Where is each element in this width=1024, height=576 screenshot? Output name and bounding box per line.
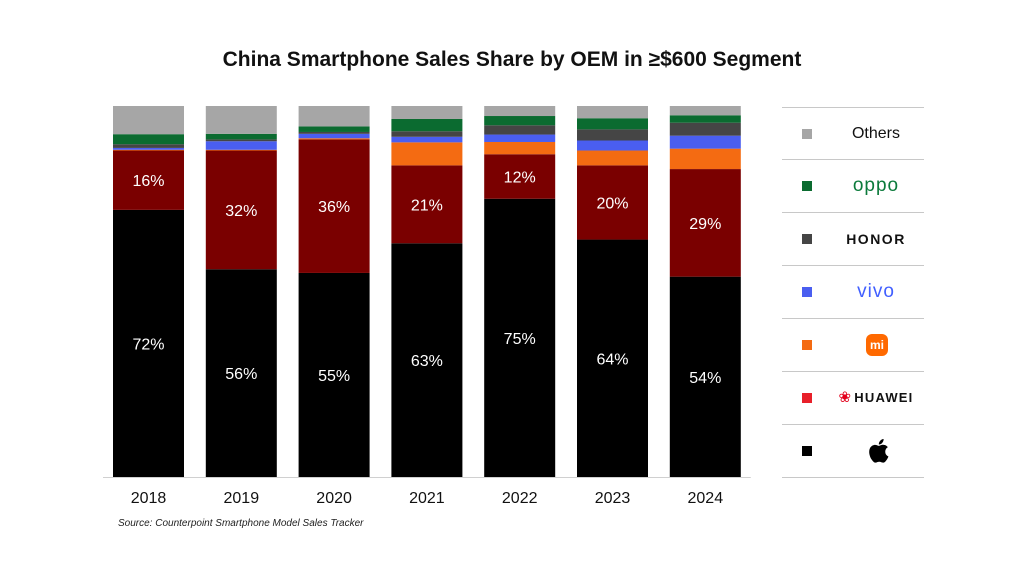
legend-swatch-xiaomi	[802, 340, 812, 350]
bar-segment-huawei-2019	[205, 150, 277, 270]
legend-swatch-apple	[802, 446, 812, 456]
apple-logo-icon	[869, 438, 889, 463]
bar-segment-xiaomi-2024	[669, 148, 741, 170]
huawei-logo: ❀ HUAWEI	[828, 372, 924, 424]
xiaomi-logo: mi	[866, 334, 888, 356]
bar-segment-apple-2024	[669, 276, 741, 477]
bar-segment-honor-2024	[669, 122, 741, 136]
bar-segment-others-2024	[669, 106, 741, 116]
legend-swatch-vivo	[802, 287, 812, 297]
x-tick-label-2018: 2018	[131, 490, 167, 507]
x-tick-label-2022: 2022	[502, 490, 538, 507]
data-label-huawei-2019: 32%	[225, 203, 257, 220]
bar-segment-vivo-2019	[205, 141, 277, 150]
bar-segment-huawei-2021	[391, 165, 463, 244]
bar-segment-apple-2020	[298, 272, 370, 477]
bar-segment-xiaomi-2018	[113, 149, 184, 151]
legend-item-oppo: oppo	[782, 160, 924, 213]
bar-segment-oppo-2020	[298, 126, 370, 132]
bar-segment-vivo-2020	[298, 133, 370, 139]
data-label-huawei-2020: 36%	[318, 199, 350, 216]
legend-item-huawei: ❀ HUAWEI	[782, 372, 924, 425]
bar-segment-apple-2021	[391, 243, 463, 477]
bar-segment-xiaomi-2020	[298, 138, 370, 140]
data-label-apple-2022: 75%	[504, 331, 536, 348]
legend-item-apple	[782, 425, 924, 478]
x-tick-label-2019: 2019	[224, 490, 260, 507]
bar-segment-xiaomi-2022	[484, 141, 556, 155]
bar-segment-huawei-2020	[298, 139, 370, 273]
data-label-huawei-2022: 12%	[504, 169, 536, 186]
bar-segment-oppo-2018	[113, 134, 184, 145]
bar-segment-xiaomi-2023	[577, 150, 648, 166]
legend: Others oppo HONOR vivo mi ❀ HUAWEI	[782, 107, 924, 478]
oppo-logo: oppo	[852, 175, 900, 196]
data-label-apple-2020: 55%	[318, 368, 350, 385]
legend-swatch-others	[802, 129, 812, 139]
legend-swatch-oppo	[802, 181, 812, 191]
data-label-huawei-2018: 16%	[132, 173, 164, 190]
bar-segment-vivo-2023	[577, 140, 648, 151]
bar-segment-others-2018	[113, 106, 184, 135]
data-label-apple-2024: 54%	[689, 370, 721, 387]
bar-segment-others-2020	[298, 106, 370, 127]
legend-swatch-huawei	[802, 393, 812, 403]
bar-segment-oppo-2021	[391, 118, 463, 132]
legend-item-others: Others	[782, 107, 924, 160]
data-label-apple-2021: 63%	[411, 353, 443, 370]
chart-title: China Smartphone Sales Share by OEM in ≥…	[222, 48, 802, 71]
x-tick-label-2023: 2023	[595, 490, 631, 507]
bar-segment-others-2021	[391, 106, 463, 119]
data-label-huawei-2024: 29%	[689, 216, 721, 233]
bar-segment-oppo-2019	[205, 133, 277, 140]
bar-segment-oppo-2022	[484, 116, 556, 126]
data-label-apple-2019: 56%	[225, 366, 257, 383]
bar-segment-vivo-2022	[484, 134, 556, 142]
legend-item-honor: HONOR	[782, 213, 924, 266]
bar-segment-huawei-2018	[113, 150, 184, 210]
data-label-huawei-2023: 20%	[596, 195, 628, 212]
data-label-apple-2018: 72%	[132, 336, 164, 353]
x-tick-label-2024: 2024	[688, 490, 724, 507]
x-tick-label-2020: 2020	[316, 490, 352, 507]
bar-segment-apple-2023	[577, 239, 648, 477]
vivo-logo: vivo	[857, 281, 895, 302]
bar-segment-huawei-2023	[577, 165, 648, 240]
bar-segment-honor-2020	[298, 131, 370, 134]
bar-segment-apple-2022	[484, 198, 556, 477]
bar-segment-xiaomi-2021	[391, 142, 463, 166]
bar-segment-xiaomi-2019	[205, 149, 277, 151]
bar-segment-honor-2022	[484, 125, 556, 135]
bar-segment-honor-2023	[577, 129, 648, 141]
legend-item-xiaomi: mi	[782, 319, 924, 372]
bar-segment-oppo-2024	[669, 115, 741, 123]
bar-segment-apple-2019	[205, 269, 277, 477]
bar-segment-vivo-2018	[113, 147, 184, 150]
bar-segment-honor-2021	[391, 131, 463, 137]
legend-item-vivo: vivo	[782, 266, 924, 319]
bar-segment-huawei-2024	[669, 169, 741, 277]
legend-swatch-honor	[802, 234, 812, 244]
bar-segment-apple-2018	[113, 209, 184, 477]
bar-segment-others-2022	[484, 106, 556, 117]
bar-segment-vivo-2024	[669, 135, 741, 149]
data-label-apple-2023: 64%	[596, 351, 628, 368]
bar-segment-oppo-2023	[577, 118, 648, 130]
x-tick-label-2021: 2021	[409, 490, 445, 507]
huawei-petal-icon: ❀	[838, 389, 853, 406]
huawei-logo-text: HUAWEI	[854, 390, 914, 405]
bar-segment-others-2019	[205, 106, 277, 134]
source-note: Source: Counterpoint Smartphone Model Sa…	[118, 518, 364, 529]
honor-logo: HONOR	[846, 231, 906, 247]
bar-segment-vivo-2021	[391, 136, 463, 143]
data-label-huawei-2021: 21%	[411, 197, 443, 214]
bar-segment-others-2023	[577, 106, 648, 119]
bar-segment-honor-2018	[113, 144, 184, 148]
bar-segment-honor-2019	[205, 139, 277, 142]
bar-segment-huawei-2022	[484, 154, 556, 199]
legend-label-others: Others	[851, 125, 900, 142]
